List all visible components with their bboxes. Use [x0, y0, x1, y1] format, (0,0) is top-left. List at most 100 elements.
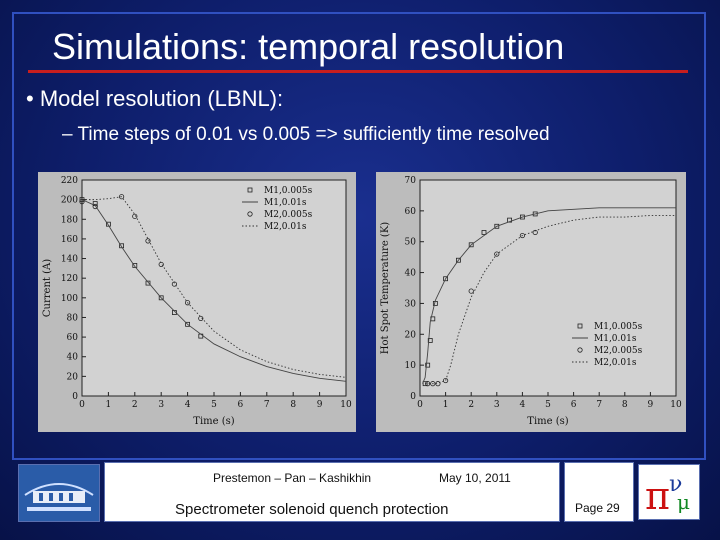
lab-logo: [18, 464, 100, 522]
data-point: [456, 257, 461, 263]
footer-date: May 10, 2011: [439, 471, 511, 485]
temperature-plot: 0 1 2 3 4 5 6 7 8 9 10 0 10 20 30 40 50 60 70 Time (s) Hot S…: [376, 172, 686, 432]
x-tick-label: 8: [622, 400, 628, 410]
legend-symbol: [247, 211, 253, 217]
mice-logo: π ν μ: [638, 464, 700, 520]
data-point: [92, 203, 98, 210]
y-tick-label: 20: [67, 372, 79, 382]
data-point: [430, 381, 436, 387]
legend: M1,0.005s M1,0.01s M2,0.005s M2,0.01s: [242, 186, 313, 232]
x-tick-label: 8: [290, 400, 296, 410]
series-M1,0.01s: [81, 199, 347, 382]
footer-info: Prestemon – Pan – Kashikhin May 10, 2011…: [104, 462, 560, 522]
berkeley-lab-logo-icon: [19, 465, 99, 521]
y-tick-label: 0: [72, 392, 78, 402]
y-tick-label: 60: [405, 207, 417, 217]
data-point: [158, 295, 164, 301]
data-point: [158, 261, 164, 268]
data-point: [132, 213, 138, 219]
y-tick-label: 70: [405, 176, 417, 186]
plot-area: [81, 179, 347, 397]
x-tick-label: 6: [571, 400, 577, 410]
y-tick-label: 40: [405, 269, 417, 279]
svg-text:μ: μ: [677, 490, 690, 514]
x-axis-label: Time (s): [527, 416, 568, 427]
y-tick-label: 200: [61, 196, 78, 206]
y-tick-label: 100: [61, 294, 78, 304]
chart-svg-1: 0 1 2 3 4 5 6 7 8 9 10 0 10 20 30 40 50 60 70 Time (s) Hot S…: [380, 176, 682, 427]
y-tick-label: 80: [67, 313, 79, 323]
data-point: [106, 221, 111, 227]
x-tick-label: 0: [417, 400, 423, 410]
page-number: Page 29: [575, 501, 620, 515]
data-point: [494, 223, 500, 229]
data-point: [171, 281, 177, 287]
data-point: [532, 229, 538, 236]
x-tick-label: 7: [596, 400, 602, 410]
data-point: [443, 377, 449, 384]
data-point: [145, 238, 151, 244]
legend-entry: M2,0.01s: [594, 358, 637, 368]
series-line: [422, 207, 676, 384]
data-point: [481, 230, 487, 235]
legend-entry: M1,0.01s: [594, 334, 637, 344]
series-line: [425, 215, 676, 385]
y-tick-label: 40: [67, 353, 79, 363]
title-underline: [28, 70, 688, 73]
x-tick-label: 5: [211, 400, 217, 410]
footer-subtitle: Spectrometer solenoid quench protection: [175, 501, 449, 518]
pi-logo-icon: π ν μ: [645, 472, 690, 518]
y-tick-label: 30: [405, 299, 417, 309]
legend-symbol: [577, 347, 583, 353]
x-tick-label: 10: [340, 400, 352, 410]
x-tick-label: 2: [468, 400, 474, 410]
x-tick-label: 3: [158, 400, 164, 410]
plot-area: [419, 179, 677, 397]
bullet-sub: – Time steps of 0.01 vs 0.005 => suffici…: [62, 124, 550, 145]
y-tick-label: 180: [61, 215, 78, 225]
x-tick-label: 10: [670, 400, 682, 410]
data-point: [185, 321, 191, 327]
series-M2,0.01s: [82, 196, 347, 378]
y-tick-label: 220: [61, 176, 78, 186]
data-point: [443, 276, 448, 282]
x-tick-label: 9: [317, 400, 323, 410]
data-point: [427, 338, 433, 343]
x-tick-label: 2: [132, 400, 138, 410]
data-point: [79, 197, 85, 203]
y-tick-label: 120: [61, 274, 78, 284]
x-tick-label: 5: [545, 400, 551, 410]
data-point: [119, 194, 125, 200]
data-point: [145, 280, 151, 286]
footer: Prestemon – Pan – Kashikhin May 10, 2011…: [14, 462, 706, 522]
y-tick-label: 50: [405, 238, 417, 248]
legend-entry: M2,0.005s: [594, 346, 643, 356]
legend-entry: M1,0.01s: [264, 198, 307, 208]
x-tick-label: 4: [520, 400, 526, 410]
bullet-main: • Model resolution (LBNL):: [26, 86, 284, 111]
legend-symbol: [247, 187, 253, 193]
legend-symbol: [577, 323, 583, 329]
slide-title: Simulations: temporal resolution: [52, 26, 565, 67]
data-point: [468, 288, 474, 294]
x-tick-label: 0: [79, 400, 85, 410]
data-point: [422, 381, 428, 387]
x-axis-label: Time (s): [193, 416, 234, 427]
page-box: Page 29: [564, 462, 634, 522]
data-point: [519, 232, 525, 239]
svg-text:ν: ν: [669, 472, 682, 497]
data-point: [519, 214, 525, 220]
y-tick-label: 60: [67, 333, 79, 343]
series-M2,0.01s: [425, 215, 676, 385]
x-tick-label: 4: [185, 400, 191, 410]
chart-svg-0: 0 1 2 3 4 5 6 7 8 9 100204060801001201401601802002…: [42, 176, 352, 427]
y-tick-label: 0: [410, 392, 416, 402]
series-M2,0.005s: [79, 194, 204, 322]
legend: M1,0.005s M1,0.01s M2,0.005s M2,0.01s: [572, 322, 643, 368]
svg-text:π: π: [645, 474, 670, 518]
data-point: [119, 243, 124, 249]
y-tick-label: 160: [61, 235, 78, 245]
x-tick-label: 9: [648, 400, 654, 410]
x-tick-label: 6: [238, 400, 244, 410]
